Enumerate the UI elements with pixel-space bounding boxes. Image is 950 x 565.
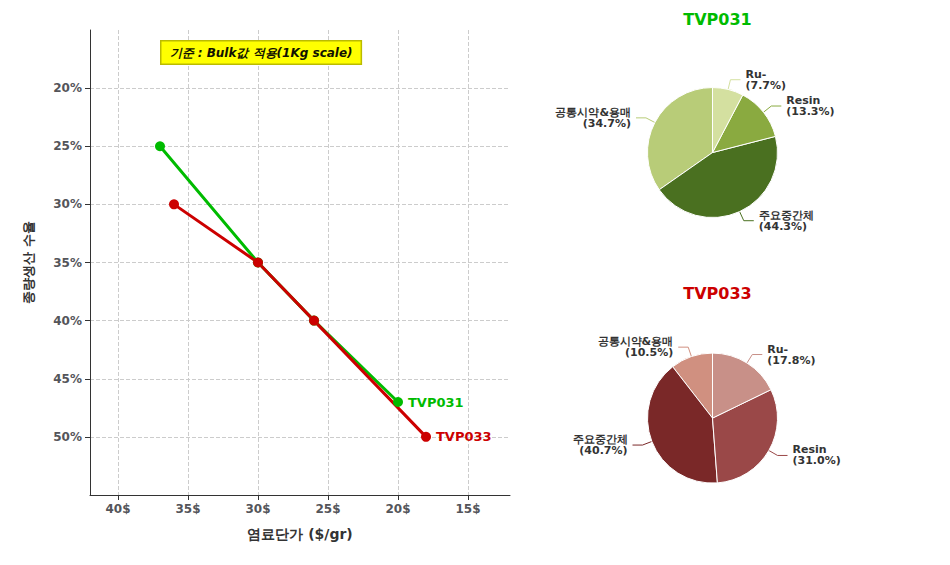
svg-text:25$: 25$	[315, 502, 340, 516]
svg-text:20$: 20$	[385, 502, 410, 516]
svg-text:주요중간체: 주요중간체	[572, 433, 628, 447]
svg-text:Resin: Resin	[792, 443, 827, 457]
svg-text:40$: 40$	[105, 502, 130, 516]
svg-text:공통시약&용매: 공통시약&용매	[555, 105, 631, 119]
svg-text:(44.3%): (44.3%)	[759, 220, 807, 233]
svg-text:주요중간체: 주요중간체	[758, 208, 814, 222]
svg-text:20%: 20%	[53, 81, 82, 95]
svg-text:염료단가 ($/gr): 염료단가 ($/gr)	[247, 526, 352, 542]
svg-text:45%: 45%	[53, 372, 82, 386]
svg-text:40%: 40%	[53, 314, 82, 328]
svg-text:TVP031: TVP031	[683, 10, 751, 29]
svg-text:공통시약&용매: 공통시약&용매	[597, 335, 674, 349]
svg-text:TVP033: TVP033	[683, 284, 751, 303]
svg-text:(31.0%): (31.0%)	[793, 454, 841, 467]
svg-text:50%: 50%	[53, 430, 82, 444]
svg-text:(13.3%): (13.3%)	[786, 105, 834, 118]
svg-text:35$: 35$	[175, 502, 200, 516]
svg-text:(17.8%): (17.8%)	[767, 354, 815, 367]
svg-text:(34.7%): (34.7%)	[583, 117, 631, 130]
svg-text:30$: 30$	[245, 502, 270, 516]
svg-text:15$: 15$	[455, 502, 480, 516]
svg-text:Resin: Resin	[786, 94, 821, 107]
svg-text:35%: 35%	[53, 256, 82, 270]
svg-text:(40.7%): (40.7%)	[579, 444, 627, 457]
svg-text:종량생산 수율: 종량생산 수율	[21, 221, 36, 304]
svg-text:(7.7%): (7.7%)	[745, 79, 786, 92]
svg-text:30%: 30%	[53, 197, 82, 211]
svg-text:Ru-: Ru-	[767, 342, 789, 356]
svg-text:Ru-: Ru-	[745, 67, 767, 81]
svg-text:TVP031: TVP031	[408, 395, 464, 410]
svg-text:기준 : Bulk값 적용(1Kg scale): 기준 : Bulk값 적용(1Kg scale)	[170, 46, 353, 60]
svg-text:(10.5%): (10.5%)	[625, 346, 673, 359]
svg-text:TVP033: TVP033	[436, 429, 492, 444]
svg-text:25%: 25%	[53, 139, 82, 153]
